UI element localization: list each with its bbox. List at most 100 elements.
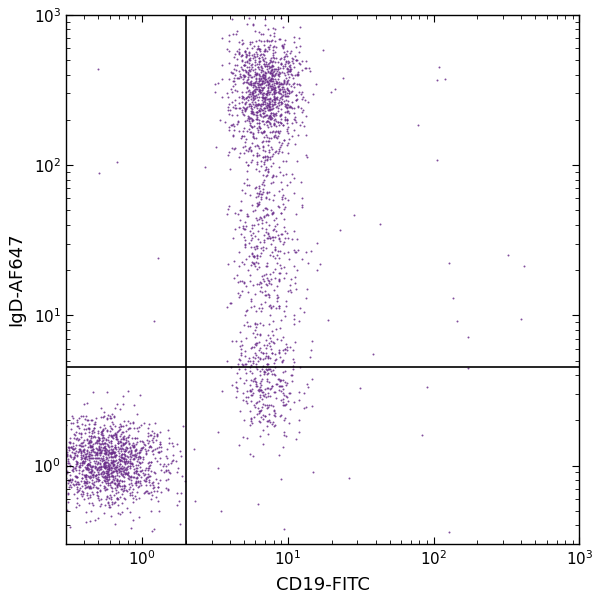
Point [63, 475, 73, 484]
Point [119, 453, 128, 463]
Point [268, 209, 278, 218]
Point [242, 175, 252, 185]
Point [245, 366, 255, 376]
Point [151, 475, 160, 484]
Point [287, 86, 296, 96]
Point [241, 310, 250, 319]
Point [242, 77, 251, 87]
Point [269, 109, 278, 118]
Point [173, 463, 183, 473]
Point [137, 436, 147, 445]
Point [271, 117, 280, 126]
Point [284, 419, 294, 429]
Point [269, 369, 278, 379]
Point [107, 417, 117, 427]
Point [269, 407, 279, 416]
Point [149, 467, 159, 477]
Point [247, 64, 256, 74]
Point [263, 100, 273, 110]
Point [274, 70, 284, 79]
Point [163, 425, 173, 435]
Point [293, 234, 302, 243]
Point [270, 83, 280, 93]
Point [241, 225, 250, 234]
Point [277, 92, 286, 102]
Point [91, 413, 101, 423]
Point [253, 114, 262, 124]
Point [286, 371, 296, 380]
Point [251, 70, 261, 79]
Point [85, 437, 94, 447]
Point [115, 444, 124, 453]
Point [128, 442, 137, 452]
Point [251, 323, 260, 332]
Point [82, 507, 91, 517]
Point [246, 60, 256, 70]
Point [271, 36, 280, 46]
Point [241, 49, 251, 59]
Point [265, 105, 275, 115]
Point [269, 61, 278, 70]
Point [110, 471, 120, 481]
Point [107, 441, 117, 451]
Point [278, 87, 288, 97]
Point [263, 85, 273, 95]
Point [275, 276, 284, 286]
Point [254, 385, 263, 394]
Point [120, 460, 130, 469]
Point [265, 75, 274, 84]
Point [164, 438, 173, 447]
Point [114, 478, 124, 488]
Point [287, 97, 297, 107]
Point [155, 506, 164, 516]
Point [269, 132, 279, 141]
Point [134, 457, 144, 466]
Point [84, 477, 94, 486]
Point [101, 453, 111, 462]
Point [69, 452, 79, 462]
Point [119, 457, 128, 467]
Point [129, 400, 139, 410]
Point [129, 465, 139, 474]
Point [246, 101, 256, 111]
Point [68, 463, 78, 472]
Point [279, 263, 289, 272]
Point [97, 468, 106, 478]
Point [269, 177, 278, 186]
Point [256, 380, 266, 389]
Point [259, 83, 268, 93]
Point [115, 510, 125, 519]
Point [230, 70, 240, 80]
Point [246, 94, 256, 104]
Point [80, 454, 90, 463]
Point [254, 57, 263, 67]
Point [266, 81, 275, 91]
Point [255, 85, 265, 95]
Point [326, 88, 335, 97]
Point [239, 224, 248, 233]
Point [115, 476, 124, 486]
Point [269, 132, 279, 141]
Point [84, 498, 94, 508]
Point [128, 484, 137, 493]
Point [136, 419, 146, 429]
Point [108, 456, 118, 466]
Point [238, 142, 248, 152]
Point [248, 88, 257, 98]
Point [318, 46, 328, 55]
Point [112, 157, 122, 166]
Point [248, 418, 257, 428]
Point [116, 463, 125, 472]
Point [264, 338, 274, 348]
Point [440, 75, 449, 84]
Point [260, 146, 270, 156]
Point [259, 388, 268, 397]
Point [241, 306, 251, 316]
Point [272, 94, 282, 104]
Point [225, 164, 235, 174]
Point [264, 319, 274, 329]
Point [256, 35, 266, 45]
Point [74, 486, 84, 495]
Point [286, 404, 295, 413]
Point [63, 459, 73, 468]
